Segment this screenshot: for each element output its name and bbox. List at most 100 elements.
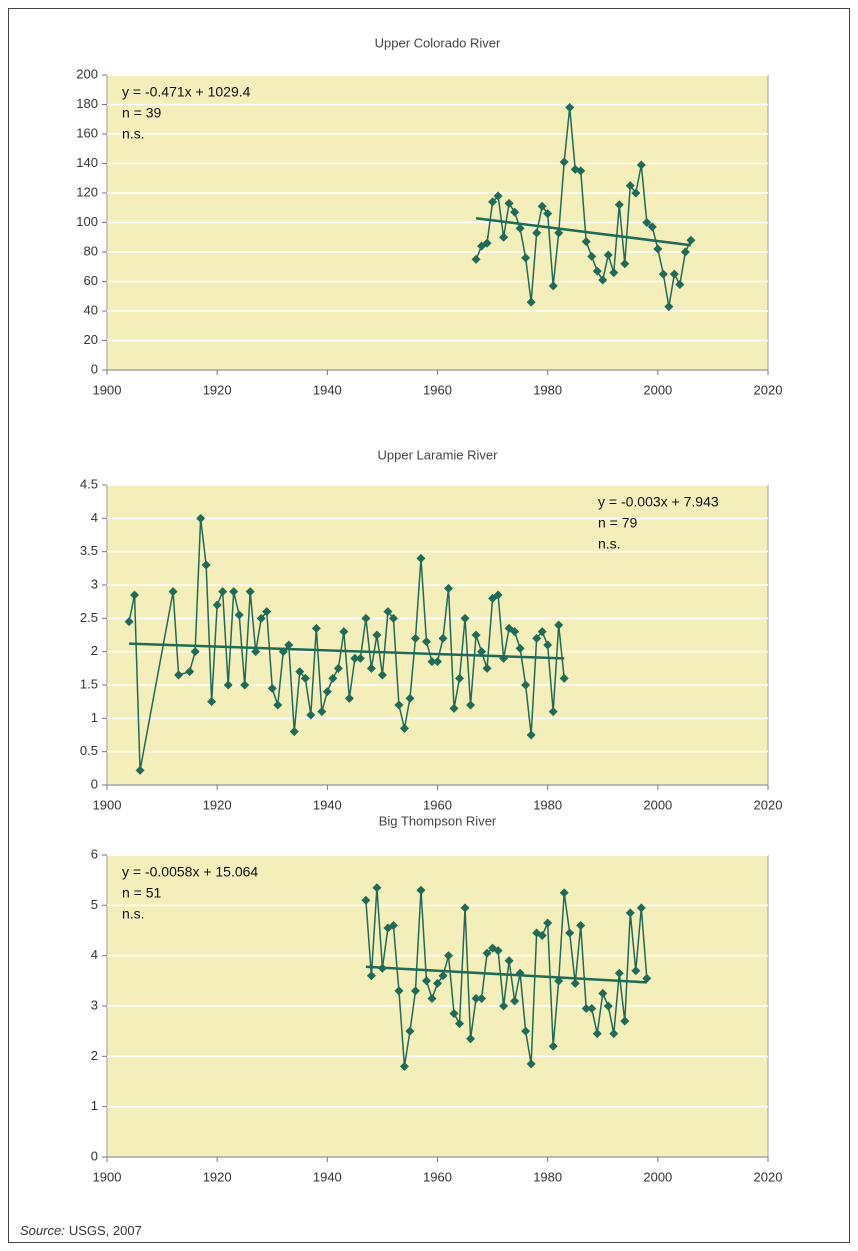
y-tick-label: 2 [91,1048,98,1063]
y-tick-label: 0 [91,776,98,791]
data-point [185,667,195,677]
y-tick-label: 1 [91,710,98,725]
chart-title: Upper Laramie River [378,447,499,462]
x-tick-label: 2020 [754,797,783,812]
data-point [559,157,569,167]
data-point [510,996,520,1006]
data-point [471,630,481,640]
data-point [471,993,481,1003]
source: Source: USGS, 2007 [20,1223,142,1238]
x-tick-label: 2000 [643,382,672,397]
y-tick-label: 60 [84,273,98,288]
x-tick-label: 2020 [754,1169,783,1184]
data-point [532,633,542,643]
x-tick-label: 1900 [93,382,122,397]
data-point [548,281,558,291]
x-tick-label: 1940 [313,1169,342,1184]
data-point [366,971,376,981]
data-point [421,976,431,986]
data-line [365,887,648,1067]
x-tick-label: 1900 [93,1169,122,1184]
data-point [581,1004,591,1014]
data-point [493,590,503,600]
data-point [521,253,531,263]
data-point [526,1059,536,1069]
data-point [388,920,398,930]
data-point [526,730,536,740]
data-point [405,1026,415,1036]
x-tick-label: 2020 [754,382,783,397]
y-tick-label: 3 [91,997,98,1012]
data-point [300,673,310,683]
data-point [317,707,327,717]
data-point [576,920,586,930]
source-label: Source: [20,1223,65,1238]
data-point [515,223,525,233]
x-tick-label: 1980 [533,797,562,812]
data-point [212,600,222,610]
data-point [416,553,426,563]
data-point [466,1034,476,1044]
y-tick-label: 2 [91,643,98,658]
x-tick-label: 1940 [313,797,342,812]
data-point [482,663,492,673]
data-point [653,244,663,254]
annotation: y = -0.471x + 1029.4 [122,84,251,100]
data-point [372,630,382,640]
data-point [515,643,525,653]
x-tick-label: 1920 [203,797,232,812]
data-point [388,613,398,623]
data-point [455,673,465,683]
y-tick-label: 40 [84,302,98,317]
data-point [548,1041,558,1051]
annotation: n = 51 [122,885,162,901]
x-tick-label: 1960 [423,382,452,397]
y-tick-label: 3 [91,576,98,591]
data-point [394,986,404,996]
data-point [124,617,134,627]
annotation: n.s. [122,906,145,922]
y-tick-label: 4 [91,947,98,962]
trend-line [128,642,565,660]
chart-title: Big Thompson River [379,813,497,828]
data-point [581,237,591,247]
data-point [658,269,668,279]
data-point [449,703,459,713]
data-point [444,583,454,593]
data-point [488,197,498,207]
data-point [532,228,542,238]
x-tick-label: 2000 [643,1169,672,1184]
x-tick-label: 1960 [423,797,452,812]
data-point [636,903,646,913]
data-point [223,680,233,690]
data-point [647,222,657,232]
annotation: y = -0.003x + 7.943 [598,494,719,510]
data-point [460,613,470,623]
data-point [664,302,674,312]
data-point [587,251,597,261]
y-tick-label: 0 [91,1148,98,1163]
data-point [537,627,547,637]
y-tick-label: 0.5 [80,743,98,758]
y-tick-label: 6 [91,846,98,861]
data-point [592,266,602,276]
data-point [592,1029,602,1039]
data-point [135,765,145,775]
data-point [273,700,283,710]
source-text: USGS, 2007 [69,1223,142,1238]
y-tick-label: 4 [91,510,98,525]
data-point [267,683,277,693]
data-point [405,693,415,703]
data-point [328,673,338,683]
data-line [475,107,692,307]
data-point [207,697,217,707]
data-point [444,951,454,961]
data-point [482,948,492,958]
data-point [438,633,448,643]
data-point [196,513,206,523]
y-tick-label: 4.5 [80,476,98,491]
data-point [510,207,520,217]
data-point [521,1026,531,1036]
annotation: y = -0.0058x + 15.064 [122,864,258,880]
